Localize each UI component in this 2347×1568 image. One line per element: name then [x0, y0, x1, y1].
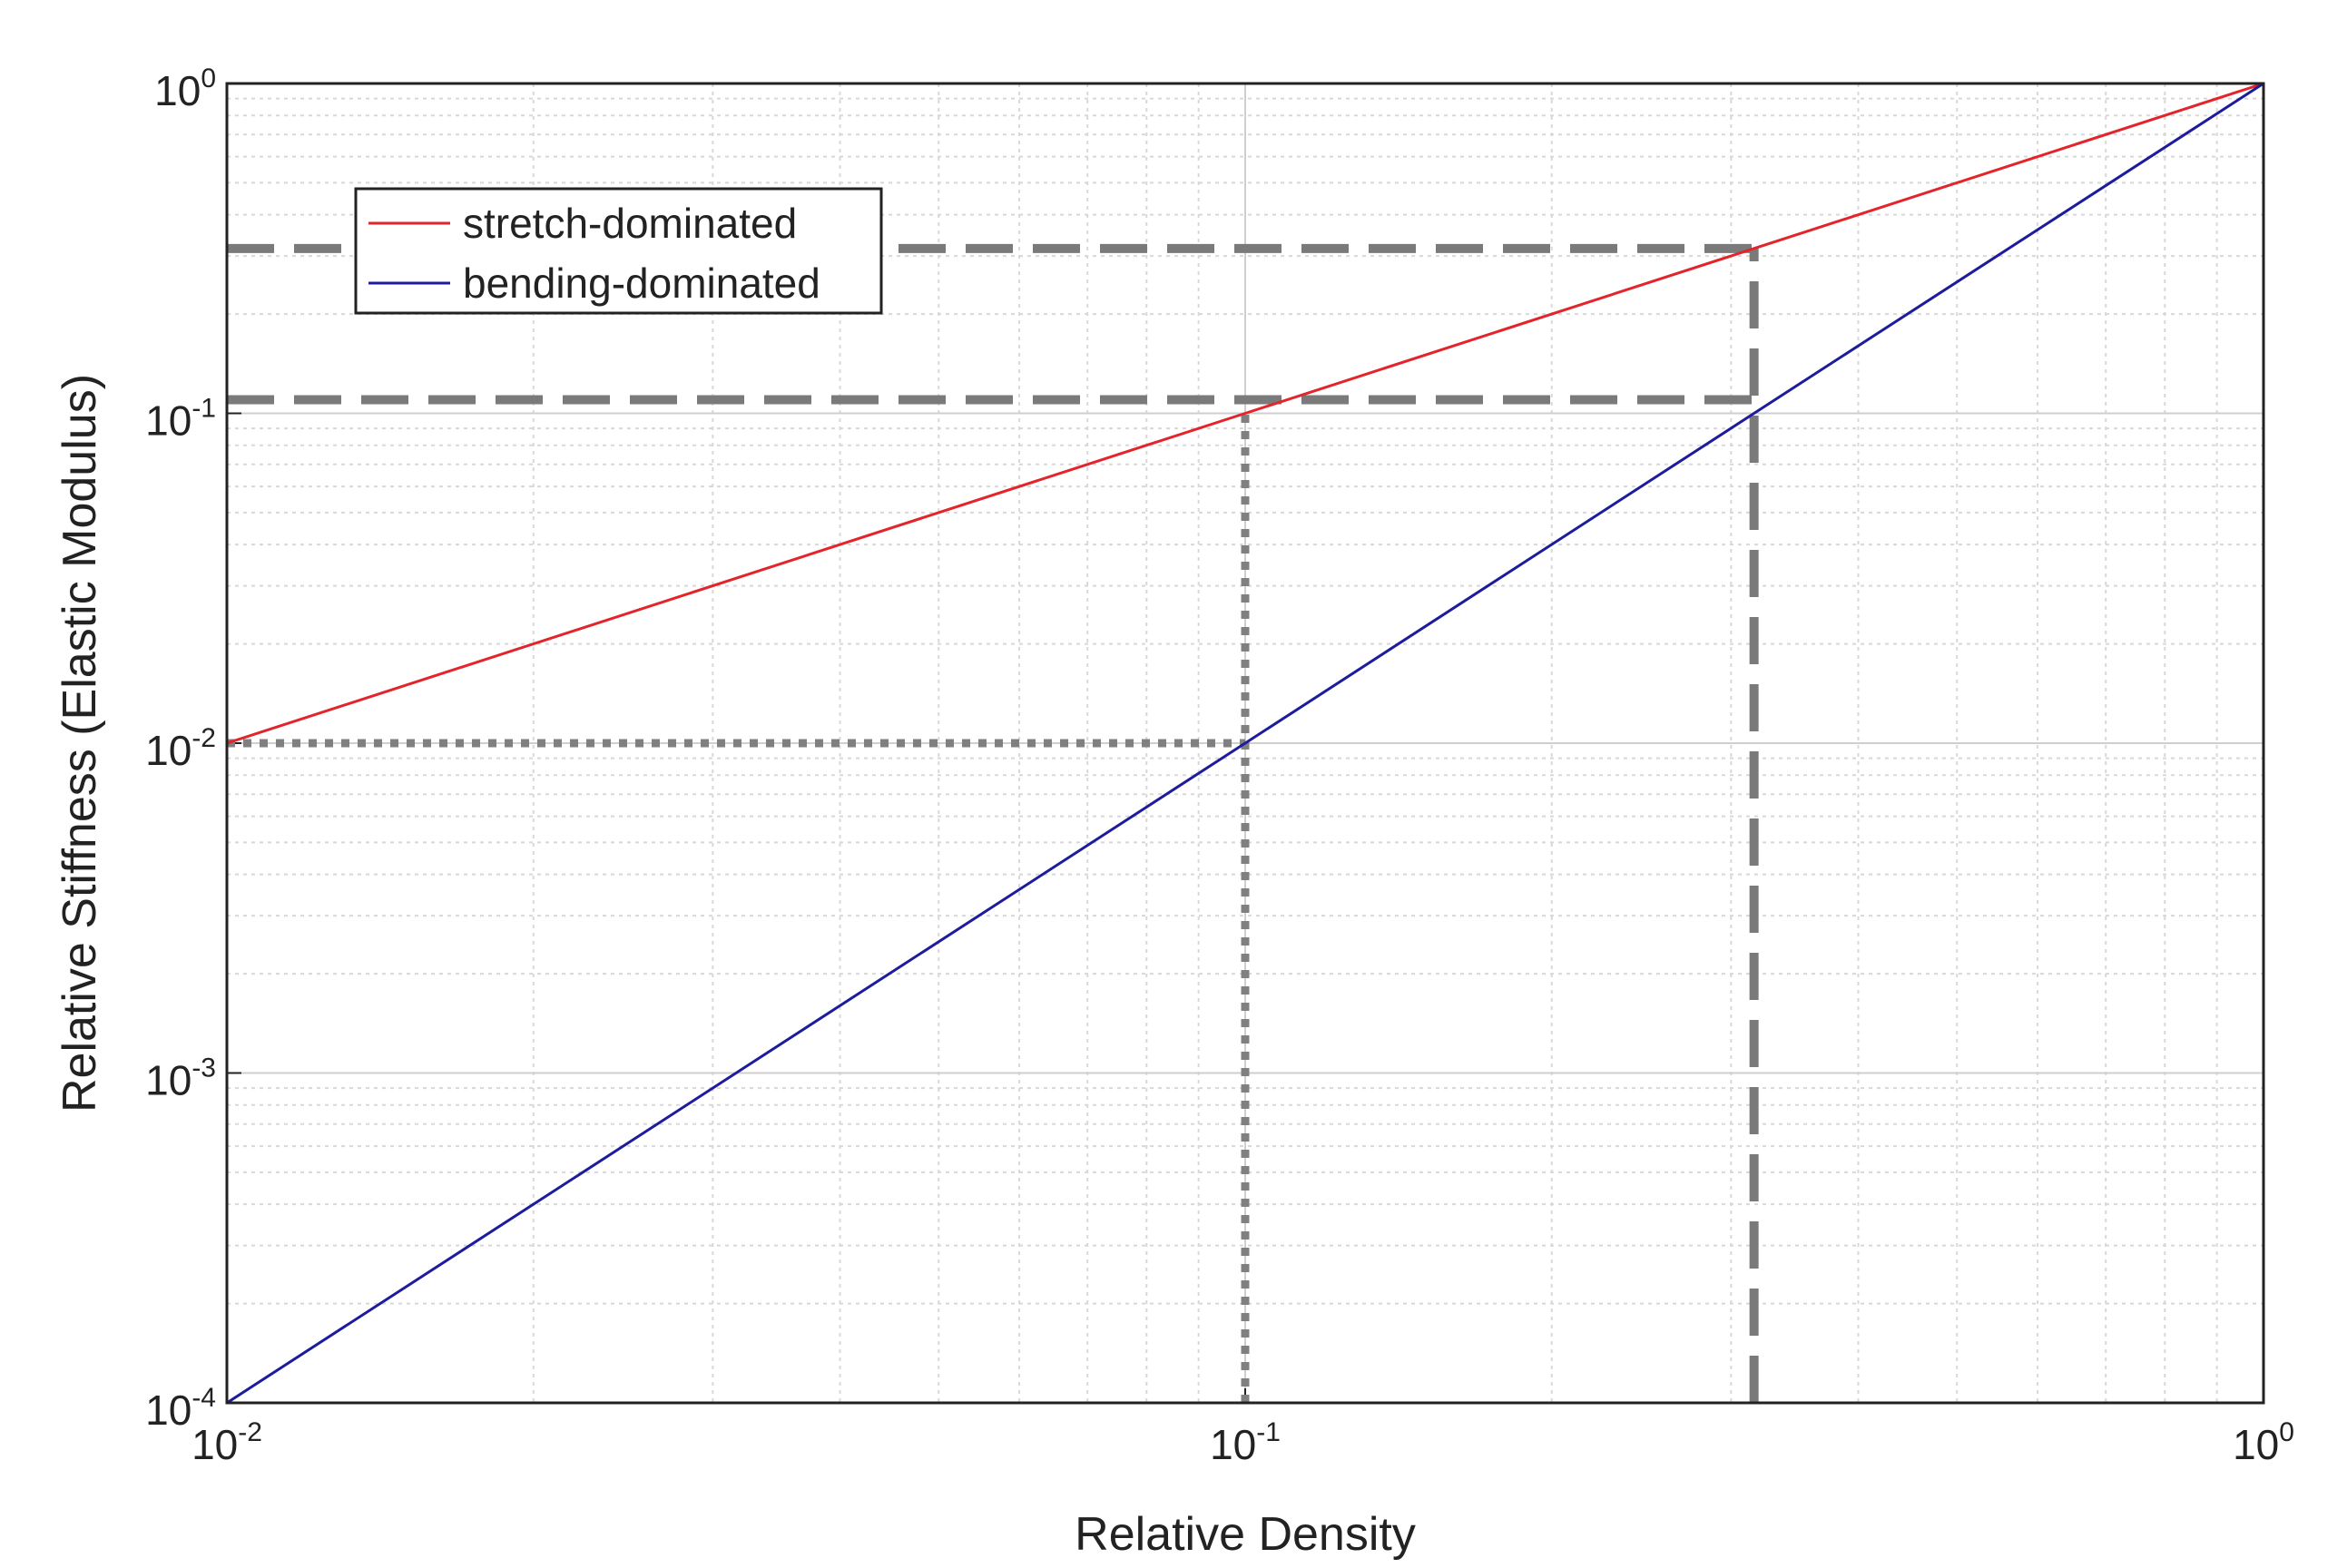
- legend-label: bending-dominated: [463, 260, 820, 307]
- tick-label-base: 10: [145, 1387, 191, 1434]
- tick-label-base: 10: [145, 397, 191, 445]
- tick-label-base: 10: [1210, 1421, 1256, 1468]
- plot-frame: [225, 82, 2265, 1405]
- tick-label: 100: [2233, 1417, 2294, 1468]
- series-line: [226, 82, 2264, 745]
- tick-label: 10-3: [145, 1054, 216, 1104]
- tick-label: 10-1: [1210, 1417, 1281, 1468]
- legend-label: stretch-dominated: [463, 200, 797, 247]
- tick-label-base: 10: [154, 67, 201, 114]
- x-axis-label: Relative Density: [1075, 1508, 1416, 1561]
- tick-label-base: 10: [145, 1057, 191, 1104]
- tick-label: 100: [154, 64, 216, 114]
- tick-label-exponent: -1: [1256, 1417, 1281, 1447]
- tick-label: 10-4: [145, 1383, 216, 1434]
- tick-label-base: 10: [2233, 1421, 2279, 1468]
- tick-label-exponent: 0: [201, 64, 216, 93]
- legend-box: [354, 187, 883, 315]
- tick-label-base: 10: [191, 1421, 238, 1468]
- tick-label: 10-2: [145, 723, 216, 774]
- y-axis-label: Relative Stiffness (Elastic Modulus): [54, 374, 106, 1112]
- tick-label-exponent: -2: [238, 1417, 262, 1447]
- series-line: [226, 82, 2264, 1405]
- tick-label: 10-2: [191, 1417, 262, 1468]
- tick-label-exponent: -1: [191, 394, 216, 424]
- tick-label-base: 10: [145, 727, 191, 774]
- tick-label: 10-1: [145, 394, 216, 445]
- tick-label-exponent: -4: [191, 1383, 216, 1413]
- tick-label-exponent: -3: [191, 1054, 216, 1083]
- tick-label-exponent: -2: [191, 723, 216, 753]
- tick-label-exponent: 0: [2279, 1417, 2294, 1447]
